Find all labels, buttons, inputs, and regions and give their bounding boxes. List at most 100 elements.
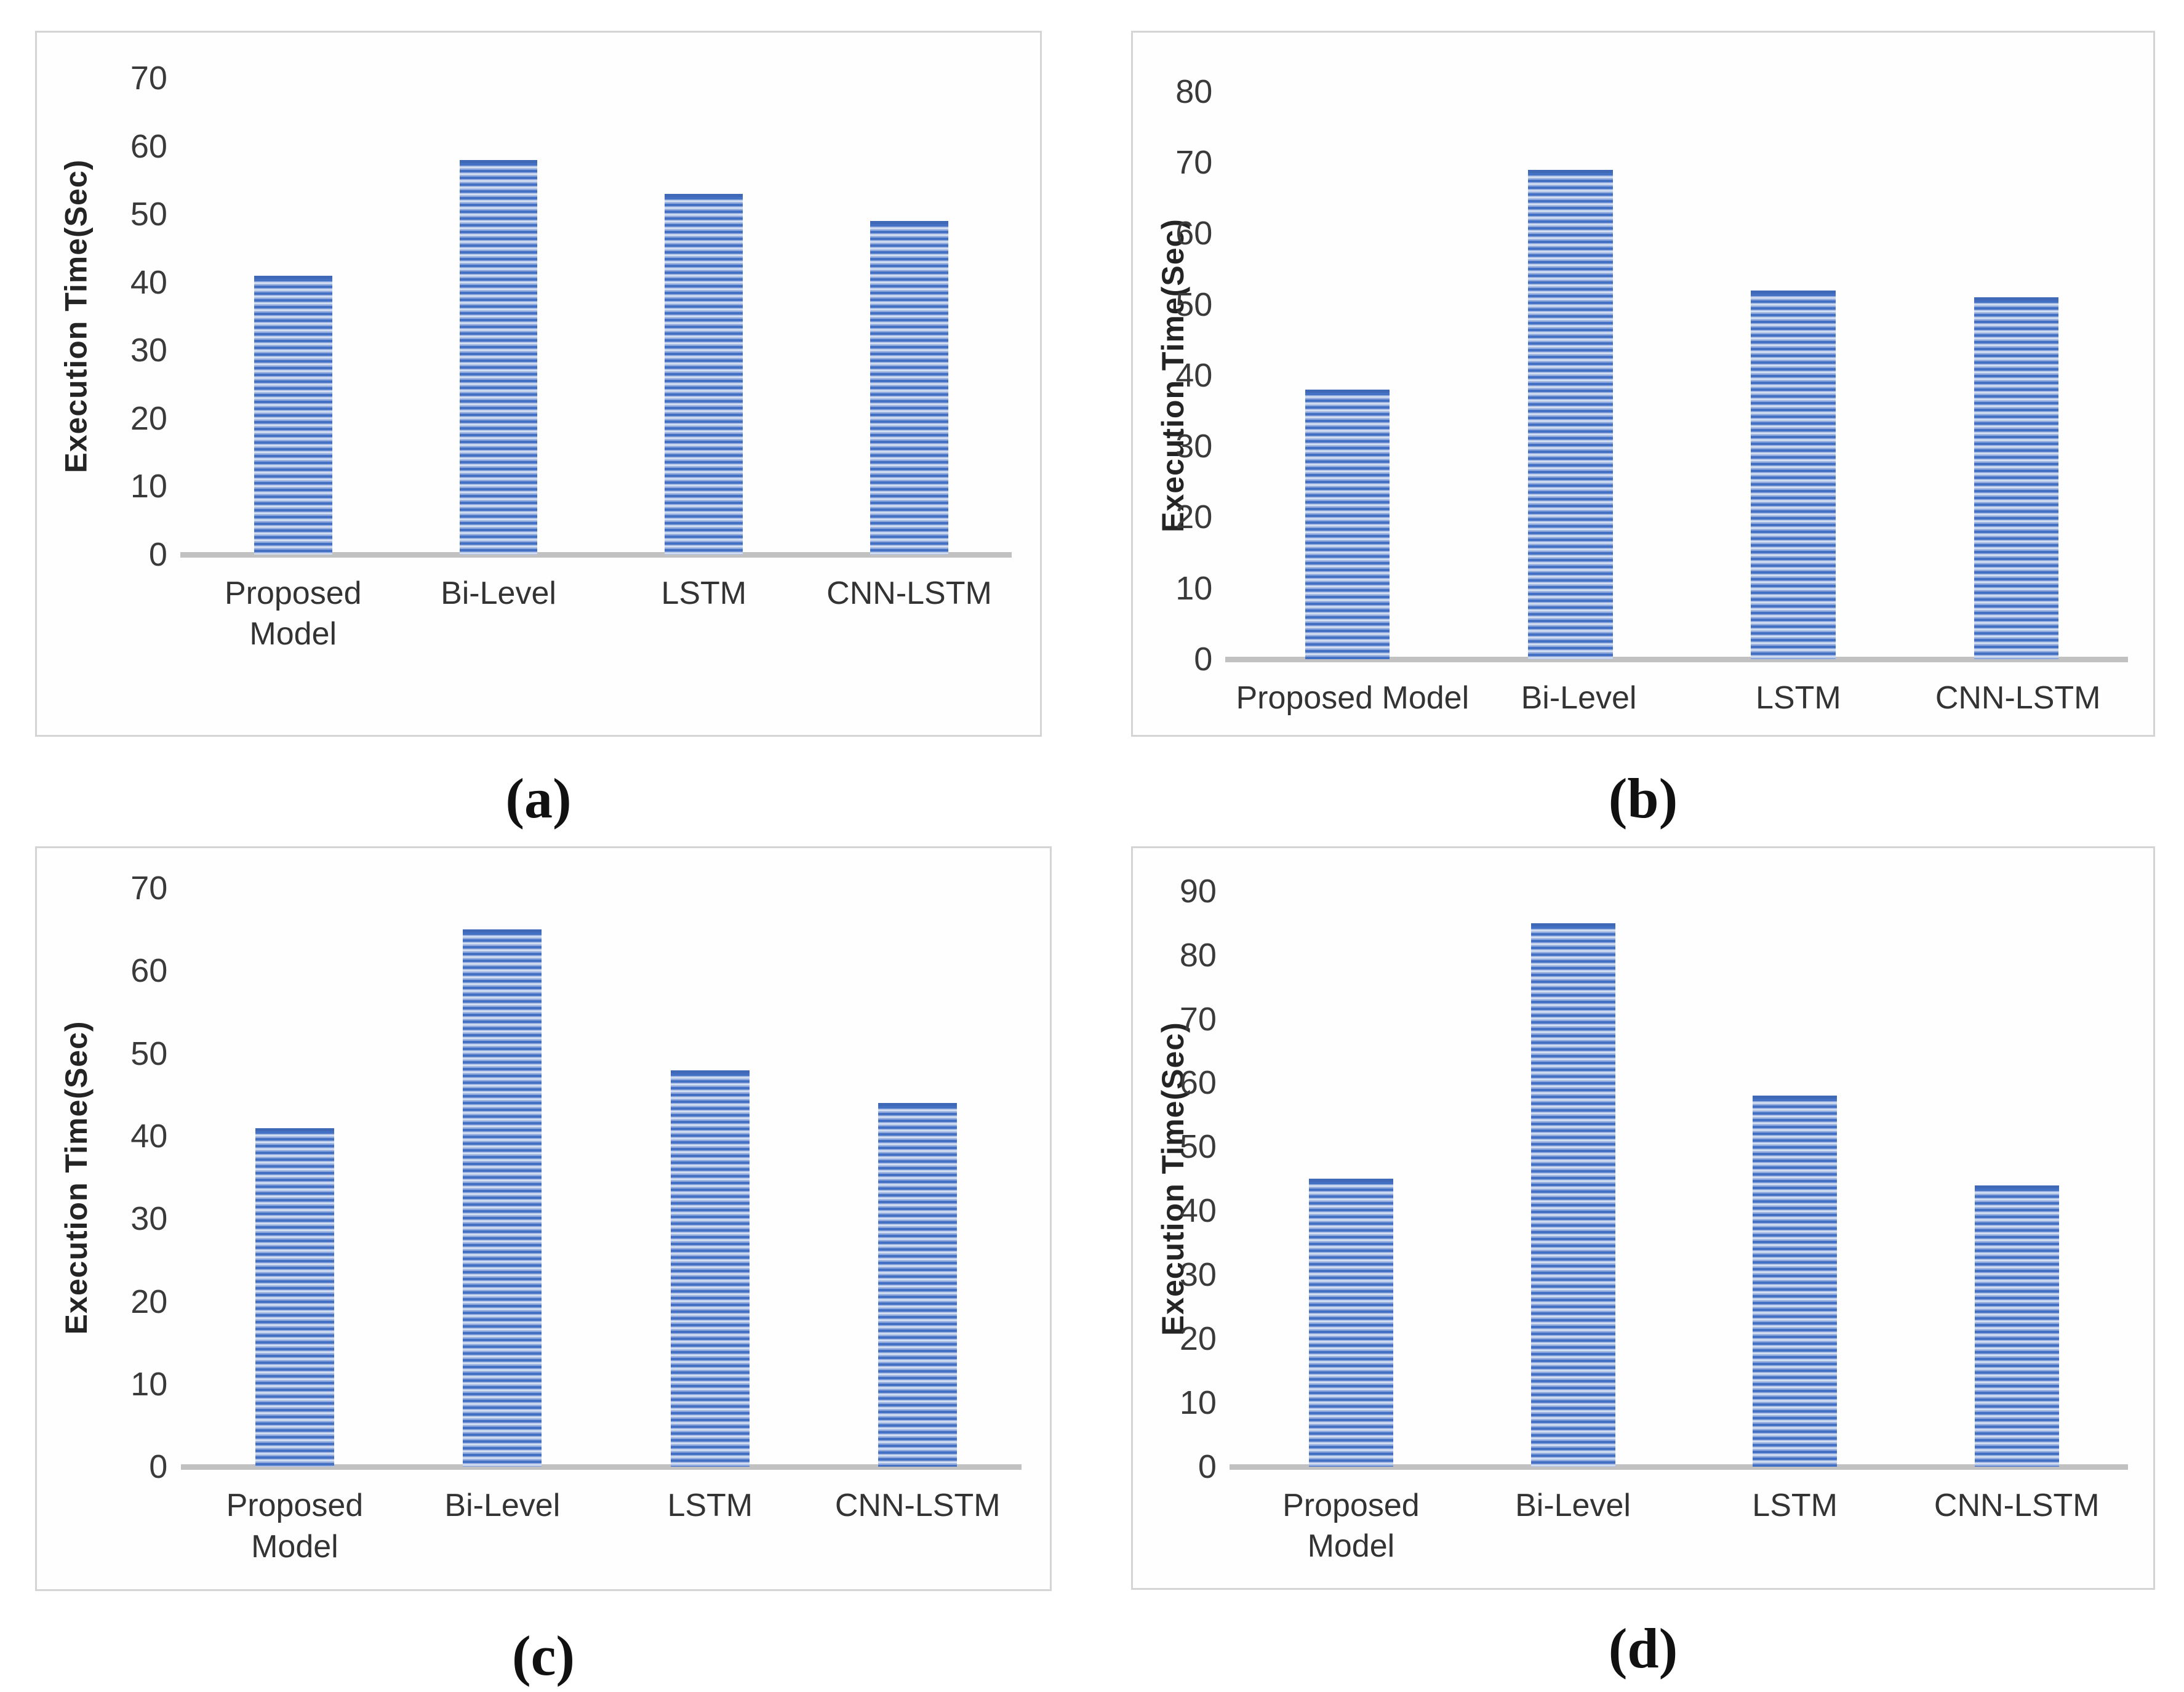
bar-slot [396,78,601,555]
bar-slot [1682,92,1905,659]
bar-proposed-model [1305,389,1390,659]
y-tick-label: 80 [1179,936,1217,974]
bar-slot [601,78,807,555]
bar-proposed-model [255,1128,335,1467]
x-axis-line [1225,656,2128,662]
y-tick-label: 60 [1179,1064,1217,1102]
y-tick-label: 0 [148,535,167,573]
bar-lstm [670,1070,750,1467]
bar-chart-b: Execution Time(Sec) 0 10 20 30 40 50 60 70 80 Pr… [1133,33,2153,735]
bar-slot [190,78,396,555]
y-axis-ticks: 0 10 20 30 40 50 60 70 80 90 [1133,875,1217,1483]
y-tick-label: 50 [130,1035,168,1072]
x-axis-labels: Proposed Model Bi-Level LSTM CNN-LSTM [191,1485,1022,1567]
x-category-label: LSTM [1756,680,1841,716]
x-category-label: LSTM [661,575,747,611]
y-tick-label: 10 [1175,569,1213,607]
bar-slot [1905,92,2127,659]
y-tick-label: 80 [1175,73,1213,110]
x-category-label: Bi-Level [1515,1487,1631,1523]
x-category-label: LSTM [1752,1487,1838,1523]
x-category-label: Proposed Model [224,575,362,652]
y-tick-label: 10 [130,1366,168,1403]
y-tick-label: 30 [1175,428,1213,465]
y-tick-label: 70 [1179,1000,1217,1038]
x-category-label: LSTM [667,1488,753,1524]
bar-proposed-model [1308,1179,1393,1467]
y-tick-label: 60 [1175,215,1213,252]
bar-slot [606,888,814,1467]
y-tick-label: 30 [1179,1256,1217,1294]
bar-slot [1236,92,1458,659]
x-category-label: CNN-LSTM [1935,680,2101,716]
bar-slot [191,888,398,1467]
y-tick-label: 0 [1198,1448,1217,1485]
y-tick-label: 20 [1179,1320,1217,1358]
bar-lstm [1753,1096,1838,1467]
y-tick-label: 50 [1175,286,1213,323]
x-category-label: Bi-Level [444,1488,561,1524]
y-tick-label: 40 [130,263,167,301]
bar-lstm [665,194,743,555]
bar-chart-d: Execution Time(Sec) 0 10 20 30 40 50 60 70 80 90 … [1133,848,2153,1588]
y-tick-label: 40 [1175,356,1213,394]
y-tick-label: 10 [130,468,167,505]
plot-area [180,78,1012,558]
y-tick-label: 10 [1179,1384,1217,1421]
x-axis-line [1229,1464,2128,1470]
y-tick-label: 70 [1175,144,1213,182]
bar-slot [399,888,606,1467]
y-tick-label: 90 [1179,872,1217,910]
x-category-label: Bi-Level [441,575,556,611]
y-tick-label: 30 [130,332,167,369]
y-tick-label: 60 [130,127,167,165]
chart-panel-d: Execution Time(Sec) 0 10 20 30 40 50 60 70 80 90 … [1131,846,2155,1590]
y-tick-label: 20 [130,1283,168,1320]
x-category-label: CNN-LSTM [834,1488,1001,1524]
bar-slot [1684,891,1906,1467]
bar-chart-a: Execution Time(Sec) 0 10 20 30 40 50 60 70 Prop… [37,33,1040,735]
y-tick-label: 40 [130,1118,168,1155]
bar-bi-level [459,159,538,555]
plot-area [1229,891,2128,1470]
y-tick-label: 70 [130,870,168,907]
figure-caption-d: (d) [1608,1617,1678,1680]
bar-cnn-lstm [870,221,948,555]
plot-area [181,888,1022,1470]
x-category-label: Bi-Level [1521,680,1637,716]
chart-panel-b: Execution Time(Sec) 0 10 20 30 40 50 60 70 80 Pr… [1131,31,2155,737]
x-axis-line [180,551,1012,558]
y-tick-label: 60 [130,952,168,990]
bar-cnn-lstm [878,1103,958,1467]
y-tick-label: 70 [130,60,167,97]
bar-chart-c: Execution Time(Sec) 0 10 20 30 40 50 60 70 Prop… [37,848,1050,1589]
bar-bi-level [463,929,542,1467]
x-category-label: CNN-LSTM [826,575,992,611]
plot-area [1225,92,2128,662]
bar-lstm [1751,290,1836,659]
bar-slot [1240,891,1462,1467]
y-tick-label: 20 [1175,499,1213,536]
bar-slot [807,78,1012,555]
x-category-label: Proposed Model [226,1488,364,1565]
chart-panel-c: Execution Time(Sec) 0 10 20 30 40 50 60 70 Prop… [35,846,1052,1591]
y-tick-label: 20 [130,399,167,437]
y-tick-label: 50 [130,196,167,233]
bar-bi-level [1530,923,1615,1467]
y-tick-label: 0 [1194,640,1213,678]
bar-proposed-model [254,275,332,555]
x-category-label: Proposed Model [1236,680,1470,716]
figure-caption-b: (b) [1608,767,1678,830]
bar-slot [1906,891,2128,1467]
y-tick-label: 50 [1179,1128,1217,1166]
bar-cnn-lstm [1974,1185,2059,1467]
figure-caption-c: (c) [511,1624,575,1687]
y-axis-ticks: 0 10 20 30 40 50 60 70 [37,62,167,571]
x-axis-labels: Proposed Model Bi-Level LSTM CNN-LSTM [190,573,1012,655]
x-axis-line [181,1464,1022,1470]
chart-panel-a: Execution Time(Sec) 0 10 20 30 40 50 60 70 Prop… [35,31,1042,737]
y-tick-label: 40 [1179,1192,1217,1230]
x-category-label: Proposed Model [1282,1487,1420,1565]
y-tick-label: 0 [149,1448,168,1486]
